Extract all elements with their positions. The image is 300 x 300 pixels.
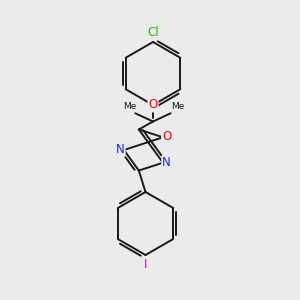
Text: N: N	[116, 143, 125, 156]
Text: N: N	[162, 156, 171, 169]
Text: Cl: Cl	[147, 26, 159, 39]
Text: Me: Me	[123, 103, 136, 112]
Text: Me: Me	[172, 103, 185, 112]
Text: O: O	[148, 98, 158, 112]
Text: I: I	[144, 258, 147, 271]
Text: O: O	[162, 130, 171, 143]
